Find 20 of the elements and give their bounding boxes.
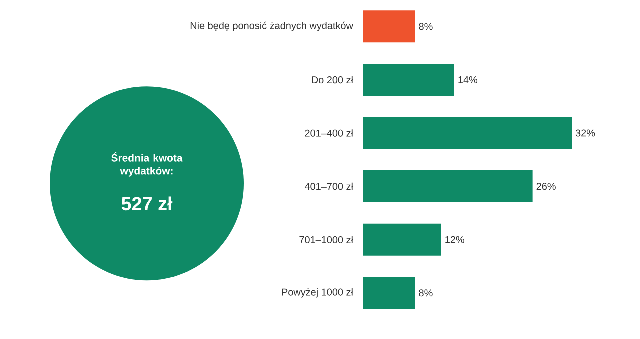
data-label: 26% — [536, 183, 556, 190]
data-label: 32% — [576, 130, 596, 137]
y-tick-label: 401–700 zł — [304, 183, 354, 190]
data-label: 14% — [458, 76, 478, 84]
bar — [363, 277, 416, 310]
y-tick-label: 201–400 zł — [305, 130, 354, 138]
text: 527 zł — [122, 196, 173, 211]
bar — [363, 117, 572, 150]
y-tick-label: Nie będę ponosić żadnych wydatków — [190, 22, 354, 32]
data-label: 12% — [446, 236, 464, 244]
data-label: 8% — [419, 290, 433, 297]
bar — [363, 224, 442, 256]
y-tick-label: 701–1000 zł — [300, 236, 354, 244]
y-tick-label: Do 200 zł — [312, 76, 354, 84]
bar — [363, 10, 416, 43]
y-tick-label: Powyżej 1000 zł — [282, 288, 354, 298]
bar — [363, 170, 533, 203]
text: Średnia kwota wydatków: — [112, 152, 183, 178]
bar — [363, 64, 454, 96]
data-label: 8% — [419, 23, 433, 30]
